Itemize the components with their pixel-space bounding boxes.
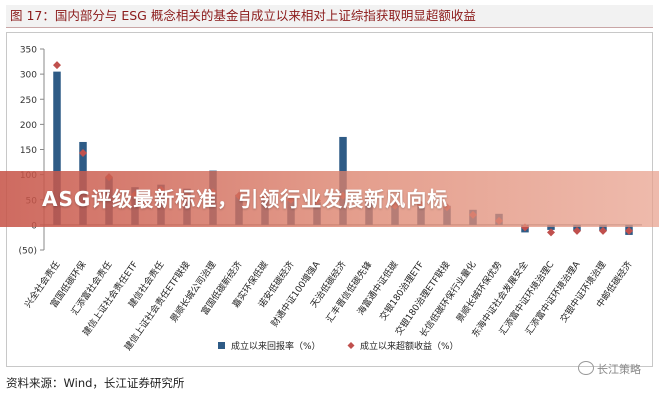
x-tick-label: 景顺长城公司治理 (167, 259, 218, 325)
excess-return-marker (547, 228, 555, 237)
y-tick-label: (50) (19, 247, 37, 257)
x-axis-labels: 兴全社会责任富国低碳环保汇添富社会责任建信上证社会责任ETF建信社会责任建信上证… (22, 258, 635, 353)
y-tick-label: 200 (20, 121, 37, 131)
watermark-text: 长江策略 (597, 363, 641, 376)
legend-label-excess: 成立以来超额收益（%） (360, 340, 459, 352)
legend-swatch-bar (218, 342, 225, 349)
excess-return-marker (79, 149, 87, 158)
watermark: 长江策略 (578, 361, 641, 377)
legend-label-return: 成立以来回报率（%） (231, 340, 321, 352)
excess-return-marker (625, 226, 633, 235)
legend: 成立以来回报率（%） 成立以来超额收益（%） (218, 340, 459, 352)
y-tick-label: 300 (20, 71, 37, 81)
bar (547, 224, 555, 230)
y-tick-label: 250 (20, 96, 37, 106)
x-tick-label: 交银中证环境治理 (557, 259, 608, 325)
legend-swatch-diamond (347, 342, 355, 349)
chart-title: 图 17：国内部分与 ESG 概念相关的基金自成立以来相对上证综指获取明显超额收… (6, 5, 653, 28)
x-tick-label: 景顺长城环保优势 (453, 259, 504, 325)
wechat-icon (578, 361, 594, 375)
excess-return-marker (573, 226, 581, 235)
excess-return-marker (599, 226, 607, 235)
y-tick-label: 150 (20, 146, 37, 156)
y-tick-label: 350 (20, 46, 37, 56)
overlay-banner: ASG评级最新标准，引领行业发展新风向标 (0, 171, 659, 227)
source-note: 资料来源：Wind，长江证券研究所 (6, 376, 185, 390)
excess-return-marker (53, 61, 61, 70)
banner-headline: ASG评级最新标准，引领行业发展新风向标 (42, 187, 449, 211)
x-tick-label: 汇丰晋信低碳先锋 (323, 259, 374, 325)
bar (53, 71, 61, 225)
